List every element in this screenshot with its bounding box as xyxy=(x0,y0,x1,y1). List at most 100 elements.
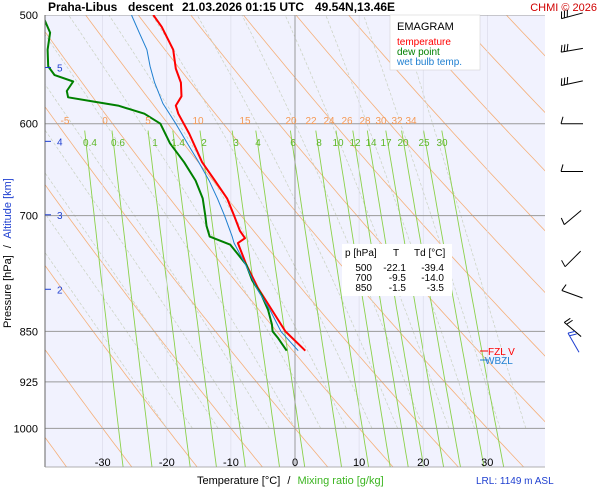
header-coords: 49.54N,13.46E xyxy=(315,0,395,14)
table-cell-p: 500 xyxy=(355,263,372,274)
mixing-ratio-label: 10 xyxy=(332,138,344,149)
wind-barb-flag xyxy=(560,217,565,225)
moist-adiabat-line xyxy=(45,172,219,429)
moist-adiabat-line xyxy=(45,129,245,429)
header-datetime: 21.03.2026 01:15 UTC xyxy=(182,0,304,14)
x-axis-temperature-label: Temperature [°C] xyxy=(197,475,280,487)
wind-barb-flag xyxy=(560,116,564,124)
legend: EMAGRAM temperature dew point wet bulb t… xyxy=(389,14,481,71)
dry-adiabat-label: 10 xyxy=(192,116,204,127)
x-axis-separator: / xyxy=(287,475,291,487)
moist-adiabat-line xyxy=(45,251,168,429)
mixing-ratio-label: 1 xyxy=(152,138,158,149)
y-axis-separator: / xyxy=(2,244,14,248)
dry-adiabat-line xyxy=(45,183,263,467)
wind-barb-shaft xyxy=(563,322,582,337)
mixing-ratio-line xyxy=(84,130,124,467)
series-line-wet-bulb-temp xyxy=(131,15,299,352)
dry-adiabat-label: 30 xyxy=(375,116,387,127)
mixing-ratio-label: 1.4 xyxy=(171,138,185,149)
mixing-ratio-label: 30 xyxy=(436,138,448,149)
mixing-ratio-line xyxy=(147,130,191,467)
mixing-ratio-line xyxy=(366,130,425,467)
pressure-tick-label: 850 xyxy=(20,326,38,338)
mixing-ratio-line xyxy=(335,130,391,467)
moist-adiabat-line xyxy=(45,83,270,429)
mixing-ratio-label: 25 xyxy=(418,138,430,149)
wind-barb xyxy=(560,76,583,86)
dry-adiabat-line xyxy=(348,15,545,232)
moist-adiabat-line xyxy=(45,34,296,429)
summary-table-box xyxy=(342,244,452,296)
mixing-ratio-label: 8 xyxy=(316,138,322,149)
wind-barb-flag xyxy=(560,44,563,53)
mixing-ratio-label: 4 xyxy=(255,138,261,149)
wind-barb-shaft xyxy=(561,290,583,299)
table-cell-t: -9.5 xyxy=(389,273,407,284)
y-axis-pressure-label: Pressure [hPa] xyxy=(2,255,14,328)
temperature-tick-label: 10 xyxy=(353,457,365,469)
wind-barb-shaft xyxy=(563,210,582,226)
legend-title: EMAGRAM xyxy=(397,21,454,33)
wind-barb-flag xyxy=(563,77,566,85)
wind-barb-flag xyxy=(563,10,565,18)
wind-barb-flag xyxy=(560,164,564,172)
temperature-tick-label: 30 xyxy=(481,457,493,469)
dry-adiabat-line xyxy=(85,15,459,467)
wind-barb-flag xyxy=(561,284,567,291)
wind-barb xyxy=(560,116,583,125)
pressure-tick-label: 600 xyxy=(20,119,38,131)
wbzl-label: WBZL xyxy=(485,356,513,367)
dry-adiabat-label: 5 xyxy=(145,116,151,127)
mixing-ratio-line xyxy=(111,130,153,467)
pressure-tick-label: 1000 xyxy=(14,423,38,435)
mixing-ratio-line xyxy=(423,130,485,467)
mixing-ratio-line xyxy=(199,130,246,467)
wind-barb-flag xyxy=(566,319,573,325)
wind-barb-shaft xyxy=(561,80,583,86)
table-header-t: T xyxy=(393,248,399,259)
table-cell-t: -1.5 xyxy=(389,283,407,294)
mixing-ratio-label: 6 xyxy=(290,138,296,149)
wind-barb xyxy=(560,164,583,172)
dry-adiabat-label: 22 xyxy=(305,116,317,127)
wind-barb-flag xyxy=(560,78,563,86)
wind-barbs xyxy=(560,9,583,353)
mixing-ratio-line xyxy=(315,130,370,467)
mixing-ratio-label: 20 xyxy=(397,138,409,149)
mixing-ratio-line xyxy=(385,130,445,467)
mixing-ratio-line xyxy=(255,130,306,467)
altitude-tick-label: 2 xyxy=(57,285,63,296)
wind-barb-shaft xyxy=(561,47,583,53)
temperature-tick-label: 20 xyxy=(417,457,429,469)
table-cell-td: -3.5 xyxy=(427,283,445,294)
mixing-ratio-label: 12 xyxy=(349,138,361,149)
temperature-tick-label: 0 xyxy=(292,457,298,469)
temperature-tick-label: -20 xyxy=(159,457,175,469)
mixing-ratio-line xyxy=(401,130,461,467)
header-copyright: CHMI © 2026 xyxy=(530,2,597,14)
moist-adiabat-line xyxy=(151,15,373,429)
svg-text:Pressure [hPa] / A: Pressure [hPa] / Altitude [km] xyxy=(2,178,14,328)
table-cell-t: -22.1 xyxy=(383,263,406,274)
temperature-tick-label: -10 xyxy=(223,457,239,469)
wind-barb-flag xyxy=(563,317,571,323)
wind-barb-flag xyxy=(566,76,569,85)
legend-item-temperature: temperature xyxy=(397,37,451,48)
table-header-td: Td [°C] xyxy=(414,248,445,259)
wind-barb-flag xyxy=(560,11,563,19)
wind-barb xyxy=(561,284,583,299)
x-axis-mixing-label: Mixing ratio [g/kg] xyxy=(297,475,383,487)
dry-adiabat-line xyxy=(45,348,133,467)
wind-barb xyxy=(563,317,582,337)
dry-adiabat-label: 32 xyxy=(391,116,403,127)
dry-adiabat-label: -5 xyxy=(61,116,70,127)
wind-barb xyxy=(560,9,583,20)
dry-adiabat-line xyxy=(400,15,545,172)
wind-barb-flag xyxy=(567,330,576,334)
mixing-ratio-label: 17 xyxy=(380,138,392,149)
table-header-p: p [hPa] xyxy=(345,248,377,259)
wind-barb-shaft xyxy=(561,12,583,20)
dry-adiabat-line xyxy=(295,15,545,294)
series-layer xyxy=(45,15,306,352)
